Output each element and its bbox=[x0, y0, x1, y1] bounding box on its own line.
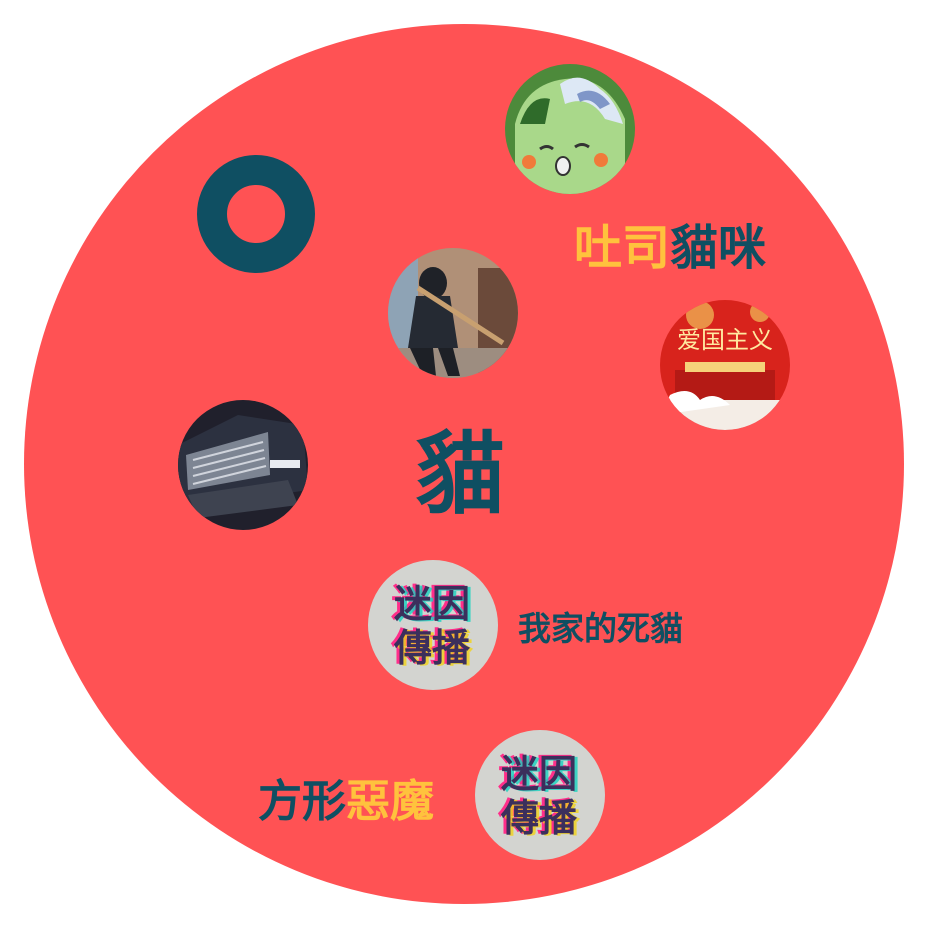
suv-car-icon bbox=[178, 400, 308, 530]
anime-character-icon bbox=[505, 64, 635, 194]
stamp-1-line-1: 迷因 bbox=[394, 581, 470, 626]
square-demon-label: 方形惡魔 bbox=[258, 780, 434, 824]
square-demon-label-part2: 惡魔 bbox=[346, 776, 434, 827]
cat-label: 貓 bbox=[415, 422, 505, 527]
ninja-figure-icon bbox=[388, 248, 518, 378]
stamp-1-line-1-magenta: 迷因 bbox=[391, 580, 467, 625]
background-circle bbox=[24, 24, 904, 904]
my-dead-cat-label: 我家的死貓 bbox=[518, 609, 683, 648]
stamp-2-line-2-magenta: 傳播 bbox=[497, 794, 575, 839]
patriot-poster[interactable]: 爱国主义 bbox=[660, 300, 790, 430]
stamp-2-line-1-cyan: 迷因 bbox=[504, 752, 580, 797]
anime-avatar[interactable] bbox=[505, 64, 635, 194]
toast-cat-label: 吐司貓咪 bbox=[574, 224, 766, 272]
stamp-2-line-2: 傳播 bbox=[500, 795, 578, 840]
glitch-text-icon: 迷因 迷因 迷因 傳播 傳播 傳播 bbox=[475, 730, 605, 860]
meme-stamp-1[interactable]: 迷因 迷因 迷因 傳播 傳播 傳播 bbox=[368, 560, 498, 690]
stamp-1-line-2: 傳播 bbox=[393, 625, 471, 670]
ring-icon bbox=[197, 155, 315, 273]
suv-photo[interactable] bbox=[178, 400, 308, 530]
patriot-poster-image: 爱国主义 bbox=[660, 300, 790, 430]
stamp-2-line-2-yellow: 傳播 bbox=[503, 796, 581, 841]
stamp-1-line-2-magenta: 傳播 bbox=[390, 624, 468, 669]
toast-cat-label-part1: 吐司 bbox=[574, 220, 671, 276]
stamp-2-line-1: 迷因 bbox=[501, 751, 577, 796]
square-demon-label-part1: 方形 bbox=[258, 776, 346, 827]
toast-cat-label-part2: 貓咪 bbox=[670, 220, 767, 276]
stamp-1-line-1-cyan: 迷因 bbox=[397, 582, 473, 627]
glitch-text-icon: 迷因 迷因 迷因 傳播 傳播 傳播 bbox=[368, 560, 498, 690]
meme-stamp-2[interactable]: 迷因 迷因 迷因 傳播 傳播 傳播 bbox=[475, 730, 605, 860]
ninja-photo[interactable] bbox=[388, 248, 518, 378]
patriot-poster-text: 爱国主义 bbox=[677, 326, 773, 354]
stamp-1-line-2-yellow: 傳播 bbox=[396, 626, 474, 671]
stamp-2-line-1-magenta: 迷因 bbox=[498, 750, 574, 795]
